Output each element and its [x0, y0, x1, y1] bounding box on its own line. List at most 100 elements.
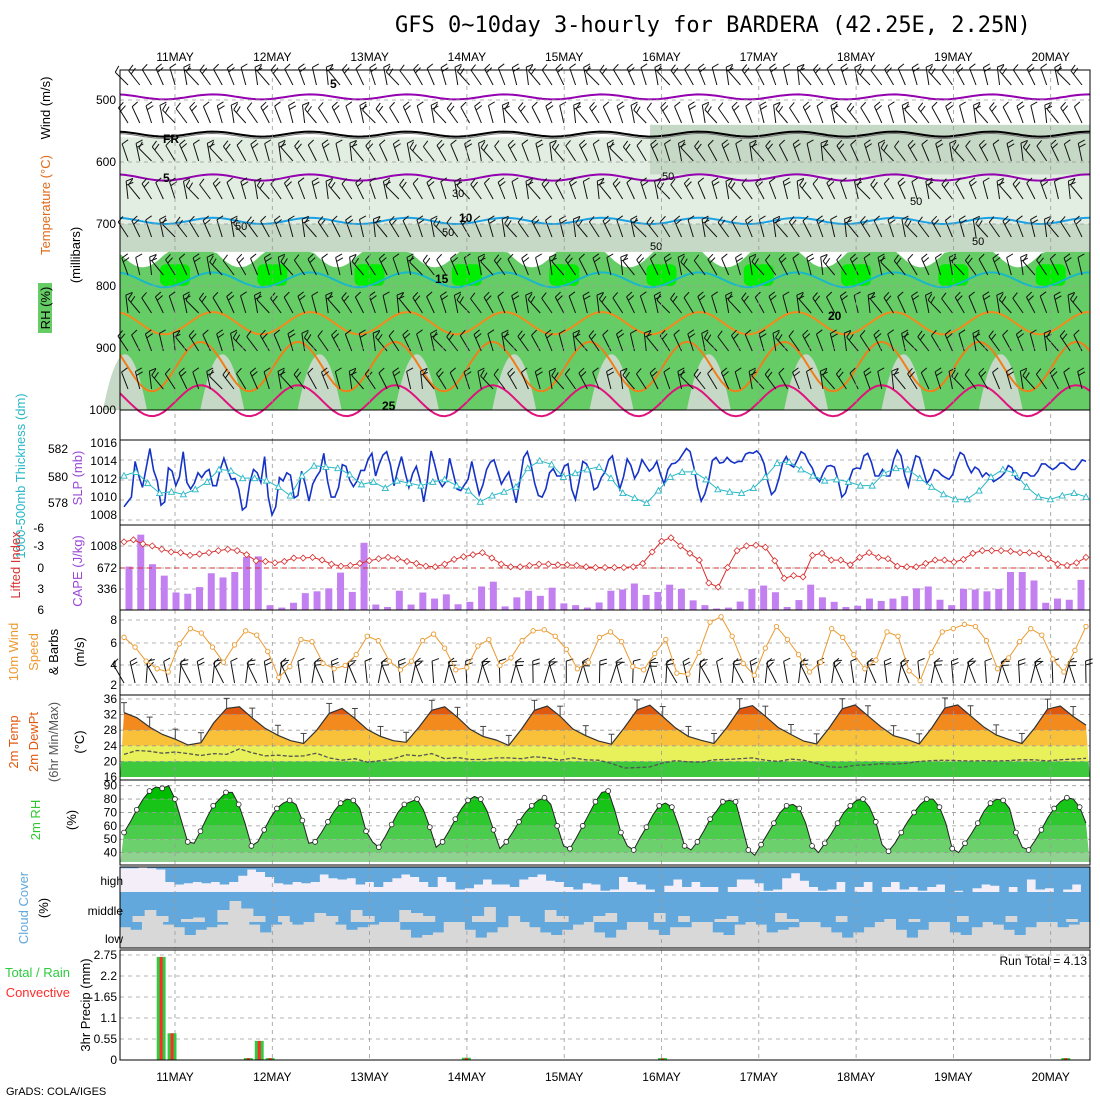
- wind-barb-feather: [254, 63, 262, 68]
- wind-barb-staff: [504, 109, 518, 124]
- wind-barb-staff: [359, 105, 365, 124]
- rh2m-point: [885, 848, 892, 855]
- wind-barb-staff: [559, 105, 565, 124]
- wind-barb-staff: [311, 181, 317, 200]
- wind-barb-staff: [1063, 257, 1071, 276]
- lifted-index-point: [422, 562, 430, 570]
- wind-barb-feather: [1078, 139, 1085, 144]
- wind-barb-staff: [772, 219, 777, 238]
- wind-barb-feather: [928, 65, 933, 72]
- wind-barb-feather: [426, 63, 434, 69]
- cloud-cell-middle: [350, 892, 363, 910]
- wind-barb-feather: [112, 658, 119, 665]
- wind-barb-staff: [1044, 105, 1048, 124]
- wind-barb-staff: [154, 296, 164, 314]
- rh2m-point: [579, 823, 586, 829]
- wind-barb-staff: [959, 105, 965, 124]
- wind-barb-feather: [302, 101, 310, 106]
- wind-barb-staff: [863, 257, 871, 276]
- cloud-cell-high: [1071, 867, 1082, 885]
- wind-barb-feather: [589, 101, 595, 109]
- rh-saturated-cell: [160, 264, 190, 286]
- cloud-cell-high: [228, 867, 239, 882]
- cloud-cell-high: [364, 867, 375, 882]
- wind-barb-feather: [207, 139, 215, 144]
- wind-barb-staff: [572, 333, 577, 352]
- cloud-cell-middle: [641, 892, 654, 922]
- cloud-cell-middle: [132, 892, 145, 916]
- wind-barb-staff: [131, 220, 141, 238]
- wind-barb-staff: [246, 107, 258, 124]
- wind-barb-staff: [796, 181, 800, 200]
- wind-barb-staff: [646, 336, 659, 352]
- wind-barb-feather: [325, 177, 333, 182]
- wind-barb-staff: [1016, 220, 1024, 238]
- wind-barb-feather: [504, 217, 509, 224]
- cloud-cell-high: [591, 867, 601, 885]
- wind-barb-feather: [1062, 333, 1068, 340]
- wind-barb-feather: [831, 333, 838, 338]
- lifted-index-point: [1016, 549, 1024, 557]
- wind-barb-feather: [806, 367, 813, 373]
- wind-barb-feather: [422, 368, 428, 376]
- cloud-cell-middle: [398, 892, 412, 910]
- wind-barb-staff: [422, 146, 435, 162]
- wind-barb-staff: [149, 257, 153, 276]
- cloud-cell-low: [270, 922, 283, 925]
- wind-barb-feather: [355, 63, 362, 70]
- thickness-point: [476, 497, 485, 505]
- wind-barb-feather: [583, 63, 591, 68]
- wind-barb-feather: [375, 102, 381, 110]
- cloud-cell-low: [432, 922, 444, 933]
- lifted-index-point: [337, 562, 345, 570]
- wind-barb-staff: [568, 181, 577, 200]
- wind-barb-staff: [209, 147, 223, 162]
- wind-barb-staff: [380, 662, 390, 684]
- wind-barb-feather: [246, 330, 252, 337]
- cloud-cell-high: [790, 867, 801, 874]
- wind-barb-feather: [380, 257, 387, 263]
- cloud-cell-low: [960, 922, 972, 935]
- wind-barb-feather: [226, 63, 234, 69]
- bottom-date-label: 15MAY: [545, 1070, 583, 1084]
- wind-barb-staff: [680, 375, 694, 390]
- cloud-cell-high: [663, 867, 674, 886]
- wind-barb-staff: [284, 68, 294, 86]
- wind-barb-feather: [588, 330, 595, 337]
- wind-barb-feather: [1001, 296, 1007, 303]
- wind-barb-feather: [980, 143, 987, 149]
- wind-barb-staff: [1073, 220, 1083, 238]
- wind-barb-staff: [554, 296, 565, 314]
- wind-barb-staff: [1073, 106, 1083, 124]
- wind-barb-staff: [287, 219, 294, 238]
- wind-barb-feather: [392, 253, 400, 259]
- lifted-index-point: [912, 563, 920, 571]
- rh2m-tick-label: 40: [104, 846, 118, 860]
- wind-barb-feather: [128, 178, 134, 186]
- wind-barb-feather: [1070, 292, 1075, 300]
- wind-barb-feather: [820, 367, 828, 372]
- wind-barb-feather: [788, 216, 795, 223]
- cloud-layer-label: high: [100, 874, 123, 888]
- wind-barb-staff: [470, 69, 482, 86]
- wind-barb-staff: [812, 69, 824, 86]
- wind-barb-staff: [1046, 222, 1059, 238]
- wind-barb-feather: [1043, 329, 1052, 334]
- cloud-cell-high: [410, 867, 420, 877]
- wind-barb-staff: [365, 259, 376, 276]
- wind-barb-staff: [392, 143, 400, 162]
- wind-barb-staff: [1077, 143, 1083, 162]
- wind-barb-feather: [230, 101, 238, 106]
- cape-bar: [431, 598, 439, 610]
- wind-barb-staff: [474, 106, 482, 124]
- wind-barb-staff: [941, 184, 953, 200]
- wind-speed-line: [123, 616, 1087, 682]
- wind-barb-feather: [877, 367, 885, 372]
- wind-barb-feather: [399, 178, 405, 186]
- wind-barb-feather: [788, 330, 794, 337]
- wind-barb-staff: [470, 298, 482, 314]
- wind-speed-point: [641, 667, 647, 673]
- lifted-index-point: [554, 561, 562, 569]
- rh2m-point: [388, 821, 395, 828]
